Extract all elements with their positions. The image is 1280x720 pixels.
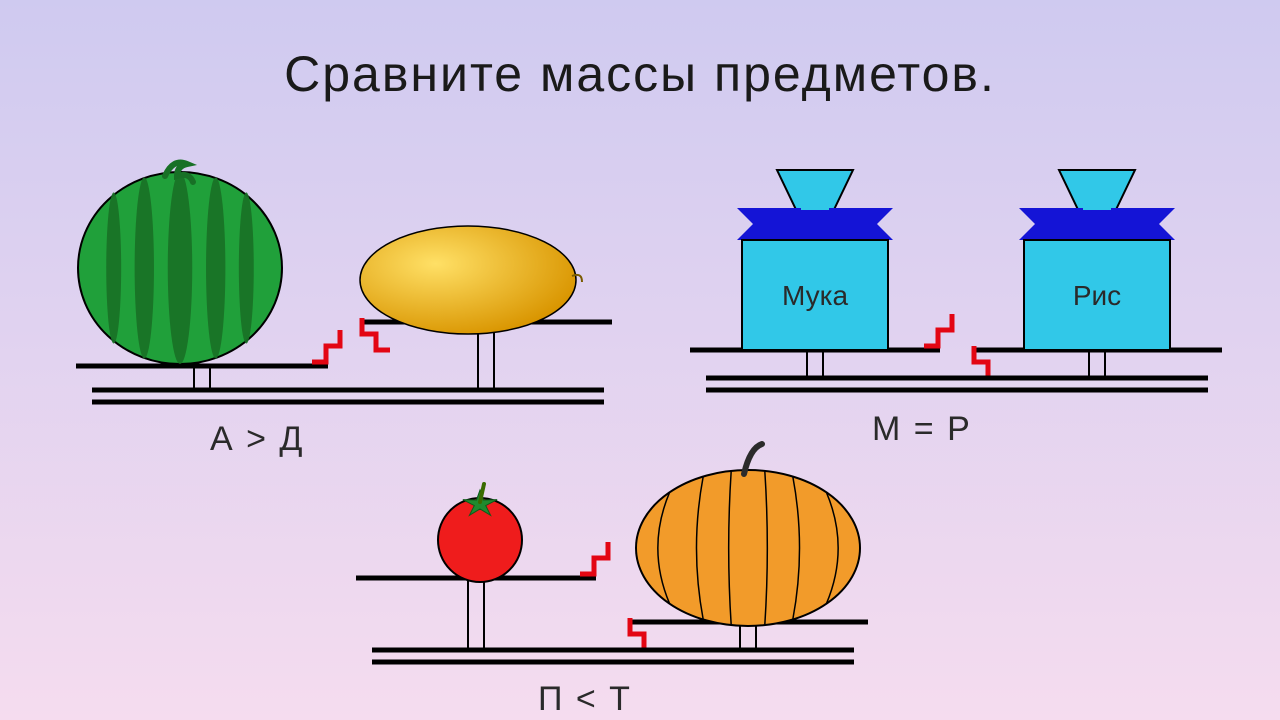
- tomato-icon: [438, 484, 522, 582]
- pointer-left: [924, 314, 952, 346]
- comparison-label-1: А > Д: [210, 420, 304, 459]
- rice-bag-icon: Рис: [1019, 170, 1175, 350]
- comparison-label-2: М = Р: [872, 410, 972, 449]
- flour-bag-icon: Мука: [737, 170, 893, 350]
- diagram-canvas: Мука Рис: [0, 0, 1280, 720]
- rice-bag-icon-label: Рис: [1073, 280, 1121, 311]
- comparison-label-3: П < Т: [538, 680, 632, 719]
- pumpkin-icon: [636, 444, 860, 626]
- melon-icon: [360, 226, 582, 334]
- flour-bag-icon-label: Мука: [782, 280, 849, 311]
- watermelon-icon: [78, 163, 282, 365]
- pointer-left: [312, 330, 340, 362]
- pointer-left: [580, 542, 608, 574]
